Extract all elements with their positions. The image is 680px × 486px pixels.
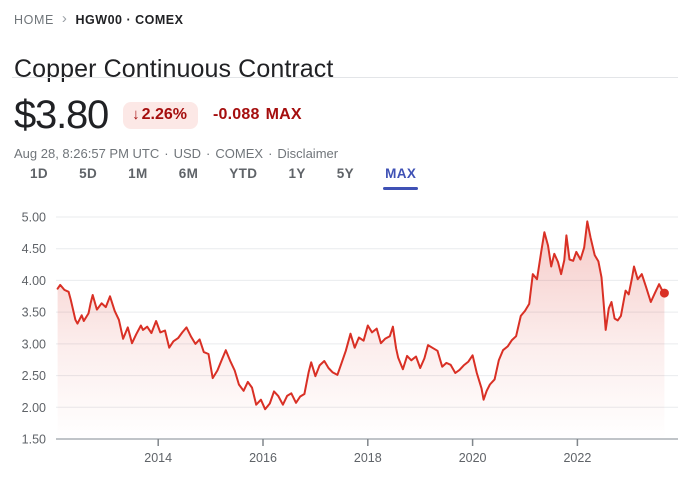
svg-text:4.50: 4.50 [22,242,46,256]
percent-change-value: 2.26% [141,105,187,123]
svg-text:2.00: 2.00 [22,401,46,415]
tab-ytd[interactable]: YTD [229,164,257,190]
meta-separator: · [268,146,273,161]
change-period: MAX [265,106,302,123]
tab-label: 6M [178,166,199,181]
svg-text:2016: 2016 [249,451,277,465]
active-tab-underline [383,187,419,190]
svg-text:2.50: 2.50 [22,369,46,383]
current-price: $3.80 [14,92,109,137]
breadcrumb-home-link[interactable]: HOME [14,13,54,27]
disclaimer-link[interactable]: Disclaimer [277,146,339,161]
last-price-dot [659,288,669,298]
quote-timestamp: Aug 28, 8:26:57 PM UTC [14,146,160,161]
svg-text:2014: 2014 [144,451,172,465]
svg-text:2022: 2022 [563,451,591,465]
svg-text:3.00: 3.00 [22,337,46,351]
meta-separator: · [206,146,211,161]
price-chart-svg: 1.50 2.00 2.50 3.00 3.50 4.00 4.50 5.00 2014 2016… [22,211,678,465]
arrow-down-icon: ↓ [132,106,140,123]
quote-currency: USD [173,146,202,161]
svg-text:2018: 2018 [354,451,382,465]
tab-label: 5D [79,166,98,181]
chevron-right-icon: › [61,10,68,27]
tab-label: 5Y [336,166,355,181]
percent-change-badge: ↓ 2.26% [123,101,198,129]
tab-5y[interactable]: 5Y [337,164,354,190]
y-axis-labels: 1.50 2.00 2.50 3.00 3.50 4.00 4.50 5.00 [22,211,46,447]
quote-meta-line: Aug 28, 8:26:57 PM UTC · USD · COMEX · D… [14,146,338,161]
price-chart[interactable]: 1.50 2.00 2.50 3.00 3.50 4.00 4.50 5.00 2014 2016… [0,198,680,486]
tab-label: 1M [128,166,148,181]
range-tabs: 1D 5D 1M 6M YTD 1Y 5Y MAX [14,164,419,190]
svg-text:1.50: 1.50 [22,433,46,447]
tab-1y[interactable]: 1Y [288,164,305,190]
svg-text:4.00: 4.00 [22,274,46,288]
change-value: -0.088 [212,106,260,123]
breadcrumb: HOME › HGW00 · COMEX [14,10,184,27]
page-title: Copper Continuous Contract [14,54,334,83]
x-axis-labels: 2014 2016 2018 2020 2022 [144,439,591,465]
tab-1m[interactable]: 1M [128,164,148,190]
absolute-change: -0.088 MAX [213,106,302,124]
tab-1d[interactable]: 1D [30,164,48,190]
quote-summary: $3.80 ↓ 2.26% -0.088 MAX [14,93,302,137]
svg-text:2020: 2020 [459,451,487,465]
tab-label: 1Y [288,166,306,181]
svg-text:3.50: 3.50 [22,306,46,320]
tab-max[interactable]: MAX [383,164,419,190]
tab-label: MAX [385,166,417,181]
price-line [56,220,666,411]
tab-label: YTD [229,166,258,181]
header-divider [12,77,678,78]
tab-label: 1D [30,166,49,181]
quote-exchange: COMEX [215,146,264,161]
meta-separator: · [164,146,169,161]
area-fill [57,221,665,439]
svg-text:5.00: 5.00 [22,211,46,225]
tab-5d[interactable]: 5D [79,164,97,190]
tab-6m[interactable]: 6M [179,164,199,190]
breadcrumb-symbol: HGW00 · COMEX [75,13,184,27]
